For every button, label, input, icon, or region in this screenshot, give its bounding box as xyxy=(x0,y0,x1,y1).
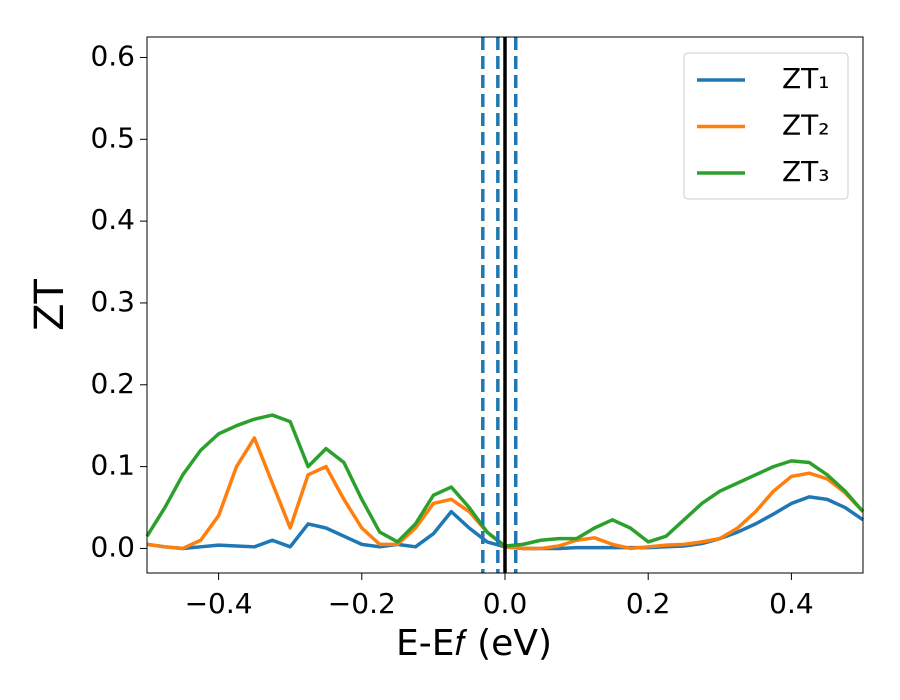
x-tick-label: 0.2 xyxy=(626,587,671,620)
y-tick-label: 0.6 xyxy=(90,39,135,72)
legend-box xyxy=(683,52,849,200)
legend-label: ZT₂ xyxy=(782,109,830,142)
y-tick-label: 0.3 xyxy=(90,285,135,318)
legend-label: ZT₁ xyxy=(782,62,830,95)
x-tick-label: 0.4 xyxy=(769,587,814,620)
y-tick-label: 0.5 xyxy=(90,121,135,154)
x-tick-label: −0.2 xyxy=(328,587,396,620)
legend-label: ZT₃ xyxy=(782,155,830,188)
y-tick-label: 0.1 xyxy=(90,449,135,482)
y-tick-label: 0.0 xyxy=(90,530,135,563)
y-tick-label: 0.2 xyxy=(90,367,135,400)
x-axis-label: E-E𝑓 (eV) xyxy=(396,623,552,664)
y-tick-label: 0.4 xyxy=(90,203,135,236)
x-tick-label: −0.4 xyxy=(185,587,253,620)
plot-frame xyxy=(146,36,864,574)
x-tick-label: 0.0 xyxy=(483,587,528,620)
y-axis-label: ZT xyxy=(27,279,73,331)
